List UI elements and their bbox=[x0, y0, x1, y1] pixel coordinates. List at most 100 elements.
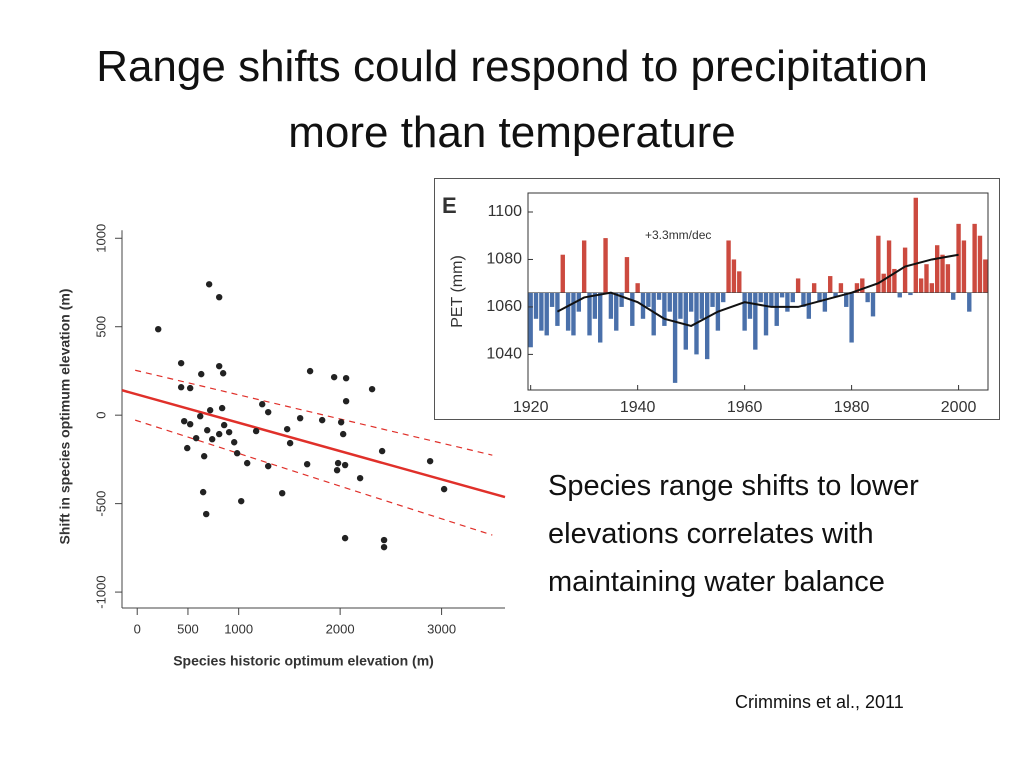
point bbox=[205, 281, 213, 288]
bar bbox=[630, 292, 635, 326]
bar bbox=[929, 283, 935, 293]
point bbox=[177, 384, 185, 391]
x-tick-label: 1000 bbox=[224, 621, 253, 636]
point bbox=[303, 460, 311, 468]
bar bbox=[876, 235, 881, 293]
bar bbox=[956, 223, 961, 293]
point bbox=[337, 419, 345, 426]
x-tick-label: 1940 bbox=[620, 399, 656, 416]
bar bbox=[785, 292, 790, 312]
bar bbox=[902, 247, 908, 293]
plot-frame bbox=[527, 192, 989, 391]
bar bbox=[747, 292, 753, 319]
bar bbox=[838, 283, 844, 293]
point bbox=[215, 293, 223, 301]
point bbox=[378, 447, 386, 455]
point bbox=[264, 462, 272, 470]
y-axis-title: PET (mm) bbox=[449, 255, 466, 328]
citation: Crimmins et al., 2011 bbox=[735, 692, 904, 712]
point bbox=[342, 375, 350, 382]
bar bbox=[817, 292, 822, 303]
bar bbox=[779, 292, 785, 298]
x-tick-label: 2000 bbox=[941, 399, 977, 416]
bar bbox=[795, 278, 801, 293]
point bbox=[184, 444, 191, 452]
point bbox=[356, 474, 364, 482]
bar bbox=[544, 292, 549, 336]
bar bbox=[635, 283, 640, 293]
bar bbox=[539, 292, 544, 331]
x-tick-label: 2000 bbox=[326, 621, 355, 636]
bar bbox=[806, 292, 812, 319]
body-text: Species range shifts to lower elevations… bbox=[548, 470, 919, 598]
bar bbox=[961, 240, 967, 293]
point bbox=[264, 408, 272, 416]
smooth-line bbox=[556, 253, 959, 327]
bar bbox=[849, 292, 854, 343]
y-tick-label: -500 bbox=[93, 491, 108, 517]
point bbox=[330, 373, 338, 381]
bar bbox=[801, 292, 806, 307]
y-tick-label: 1040 bbox=[486, 346, 522, 363]
fit-line bbox=[121, 389, 506, 499]
point bbox=[233, 450, 241, 457]
point bbox=[426, 457, 434, 465]
point bbox=[218, 404, 226, 412]
point bbox=[186, 420, 194, 428]
point bbox=[180, 417, 188, 425]
bar bbox=[565, 292, 571, 331]
point bbox=[380, 543, 388, 551]
x-tick-label: 1960 bbox=[727, 399, 763, 416]
bar bbox=[870, 292, 876, 317]
bar bbox=[822, 292, 828, 312]
bar bbox=[721, 292, 726, 303]
point bbox=[279, 489, 286, 497]
bar bbox=[549, 292, 555, 307]
bar bbox=[940, 254, 945, 293]
point bbox=[220, 421, 228, 429]
bar bbox=[603, 238, 608, 293]
bar bbox=[758, 292, 763, 303]
point bbox=[200, 453, 208, 460]
point bbox=[215, 362, 223, 370]
point bbox=[252, 427, 260, 435]
bar bbox=[811, 283, 817, 293]
point bbox=[219, 370, 227, 377]
bar bbox=[886, 240, 892, 293]
point bbox=[283, 425, 291, 433]
point bbox=[186, 384, 194, 392]
bar bbox=[769, 292, 774, 307]
x-tick-label: 1920 bbox=[513, 399, 549, 416]
bar bbox=[704, 292, 710, 360]
bar bbox=[742, 292, 747, 331]
point bbox=[368, 385, 376, 393]
x-tick-label: 1980 bbox=[834, 399, 870, 416]
y-tick-label: -1000 bbox=[93, 575, 108, 608]
bar bbox=[972, 223, 977, 293]
bar bbox=[737, 271, 742, 293]
point bbox=[380, 536, 388, 544]
point bbox=[208, 436, 216, 443]
bar bbox=[945, 264, 951, 293]
point bbox=[318, 416, 326, 424]
bar bbox=[828, 276, 833, 293]
bar bbox=[608, 292, 614, 319]
bar bbox=[533, 292, 539, 319]
y-tick-label: 1080 bbox=[486, 251, 522, 268]
bar bbox=[528, 292, 533, 348]
point bbox=[243, 459, 251, 467]
bar bbox=[656, 292, 662, 300]
bar bbox=[624, 257, 630, 293]
point bbox=[225, 428, 233, 436]
point bbox=[259, 401, 266, 408]
point bbox=[203, 510, 210, 518]
point bbox=[215, 430, 223, 438]
point bbox=[198, 370, 205, 378]
bar bbox=[774, 292, 779, 326]
bar bbox=[924, 264, 929, 293]
bar bbox=[576, 292, 582, 312]
bar bbox=[918, 278, 924, 293]
bar bbox=[977, 235, 983, 293]
bar bbox=[619, 292, 624, 307]
